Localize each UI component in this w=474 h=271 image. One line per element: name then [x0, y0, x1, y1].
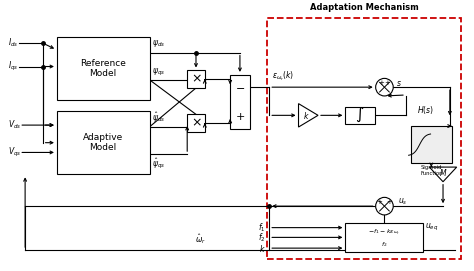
Text: $\psi_{ds}$: $\psi_{ds}$: [152, 38, 164, 49]
Text: $\hat{\omega}_r$: $\hat{\omega}_r$: [195, 232, 206, 246]
Text: $\times$: $\times$: [191, 117, 201, 130]
Text: $s$: $s$: [396, 79, 402, 88]
Text: $+$: $+$: [378, 78, 385, 87]
Bar: [187, 114, 205, 132]
Text: Adaptation Mechanism: Adaptation Mechanism: [310, 3, 419, 12]
Text: $f_2$: $f_2$: [258, 231, 265, 244]
Text: $V_{qs}$: $V_{qs}$: [8, 146, 21, 159]
Text: $u_{eq}$: $u_{eq}$: [426, 222, 439, 233]
Text: $-$: $-$: [235, 82, 245, 92]
Bar: [346, 107, 374, 124]
Text: $\hat{\psi}_{qs}$: $\hat{\psi}_{qs}$: [152, 156, 165, 171]
Text: $+$: $+$: [235, 111, 245, 122]
Text: $+$: $+$: [376, 197, 383, 206]
Text: Reference
Model: Reference Model: [80, 59, 126, 78]
Circle shape: [376, 78, 393, 96]
Text: $V_{ds}$: $V_{ds}$: [8, 119, 21, 131]
Bar: [230, 75, 250, 128]
Text: $\int$: $\int$: [356, 106, 365, 124]
Text: $-f_1 - k\varepsilon_{\omega_r}$: $-f_1 - k\varepsilon_{\omega_r}$: [368, 228, 401, 237]
Text: $+$: $+$: [386, 197, 393, 206]
Text: $f_1$: $f_1$: [258, 221, 265, 234]
Text: $\hat{\psi}_{ds}$: $\hat{\psi}_{ds}$: [152, 110, 165, 125]
Text: $f_2$: $f_2$: [381, 240, 388, 249]
Bar: [57, 37, 150, 100]
Text: $\varepsilon_{\omega_r}(k)$: $\varepsilon_{\omega_r}(k)$: [272, 70, 294, 83]
Text: Sigmoid
Function: Sigmoid Function: [420, 165, 443, 176]
Bar: [187, 70, 205, 88]
Text: $H(s)$: $H(s)$: [417, 104, 434, 117]
Bar: [57, 111, 150, 175]
Text: $k$: $k$: [259, 243, 265, 254]
Circle shape: [376, 197, 393, 215]
Polygon shape: [299, 104, 318, 127]
Bar: [411, 126, 452, 163]
Text: $+$: $+$: [384, 78, 391, 87]
Text: Adaptive
Model: Adaptive Model: [83, 133, 123, 152]
Text: $\psi_{qs}$: $\psi_{qs}$: [152, 67, 164, 78]
Bar: [346, 223, 423, 252]
Text: $I_{ds}$: $I_{ds}$: [8, 37, 18, 49]
Text: $u_s$: $u_s$: [398, 197, 408, 208]
Text: $\times$: $\times$: [191, 73, 201, 86]
Text: $I_{qs}$: $I_{qs}$: [8, 60, 18, 73]
Polygon shape: [429, 167, 456, 182]
Text: $M$: $M$: [439, 167, 447, 178]
Text: $k$: $k$: [303, 110, 310, 121]
Bar: [267, 18, 461, 259]
